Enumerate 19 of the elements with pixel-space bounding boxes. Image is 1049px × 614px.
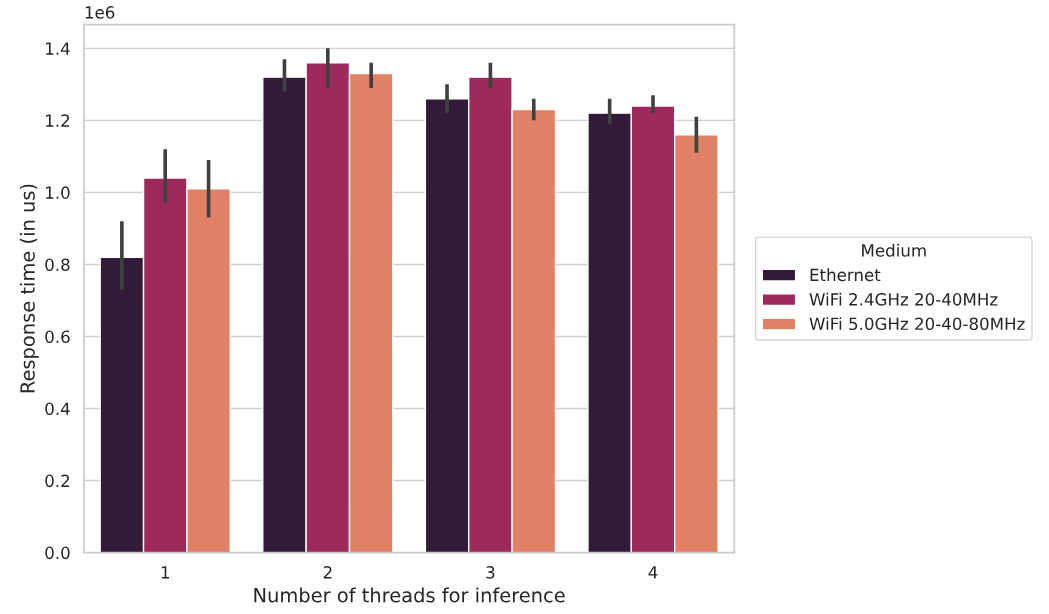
legend-label: Ethernet: [810, 268, 881, 282]
x-tick-label: 1: [161, 566, 169, 579]
x-tick-label: 2: [323, 566, 332, 579]
y-tick-label: 0.6: [45, 330, 70, 344]
y-tick-label: 0.2: [45, 474, 70, 488]
y-axis-title: Response time (in us): [19, 184, 39, 393]
legend-label: WiFi 2.4GHz 20-40MHz: [809, 292, 998, 306]
y-tick-label: 1.2: [46, 114, 70, 127]
y-tick-label: 0.0: [45, 546, 70, 560]
text: 1e6: [85, 6, 115, 19]
legend-title: Medium: [862, 243, 926, 257]
x-axis-title: Number of threads for inference: [254, 587, 565, 603]
y-tick-label: 1.4: [46, 42, 70, 55]
y-tick-label: 0.8: [45, 258, 70, 272]
y-tick-label: 1.0: [46, 186, 70, 199]
y-tick-label: 0.4: [45, 402, 70, 416]
legend-label: WiFi 5.0GHz 20-40-80MHz: [809, 317, 1025, 331]
x-tick-label: 4: [648, 566, 658, 579]
x-tick-label: 3: [486, 566, 495, 579]
